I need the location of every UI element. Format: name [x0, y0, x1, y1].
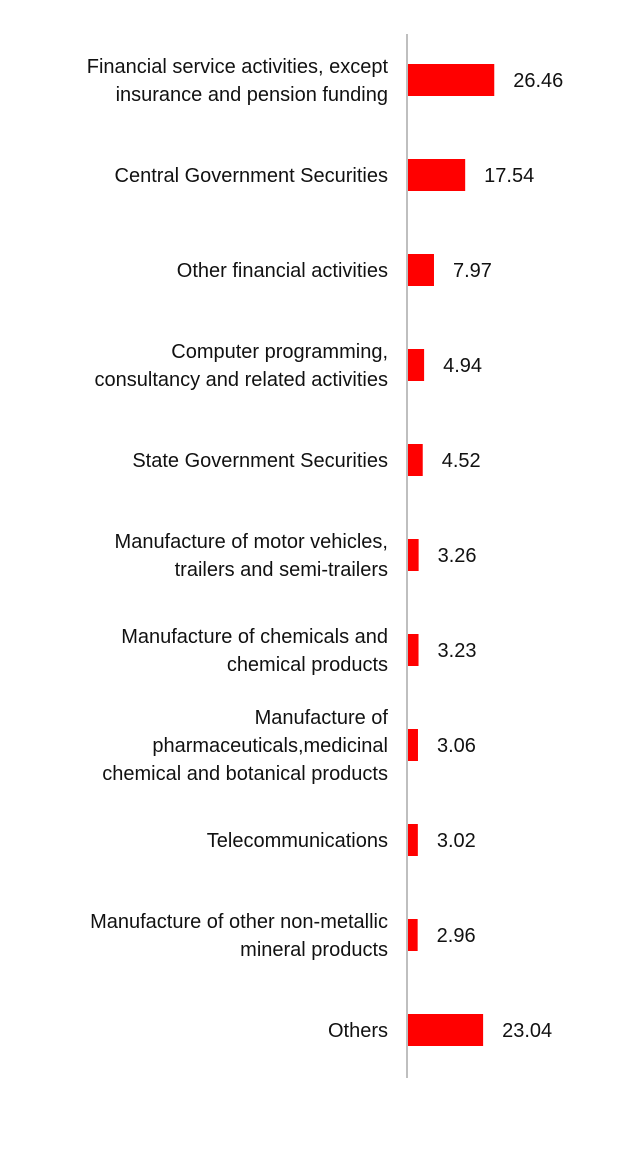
category-label-line: consultancy and related activities — [95, 369, 389, 391]
category-label-7: Manufacture of chemicals and chemical pro… — [121, 626, 388, 676]
bar-4 — [408, 349, 425, 381]
category-labels: Financial service activities, except insu… — [87, 56, 389, 1042]
category-label-line: State Government Securities — [132, 450, 388, 472]
bar-8 — [408, 729, 418, 761]
category-label-line: Manufacture of motor vehicles, — [115, 531, 388, 553]
bar-5 — [408, 444, 423, 476]
category-label-8: Manufacture of pharmaceuticals,medicinal c… — [102, 707, 388, 785]
category-label-line: mineral products — [240, 939, 388, 961]
category-label-line: trailers and semi-trailers — [175, 559, 388, 581]
category-label-line: Telecommunications — [207, 830, 388, 852]
category-label-4: Computer programming, consultancy and rel… — [95, 341, 389, 391]
value-label-6: 3.26 — [438, 545, 477, 567]
category-label-2: Central Government Securities — [115, 165, 388, 187]
category-label-9: Telecommunications — [207, 830, 388, 852]
value-label-11: 23.04 — [502, 1020, 552, 1042]
value-label-2: 17.54 — [484, 165, 534, 187]
category-label-line: Manufacture of chemicals and — [121, 626, 388, 648]
value-label-7: 3.23 — [438, 640, 477, 662]
value-labels: 26.46 17.54 7.97 4.94 4.52 3.26 3.23 3.06 3.02 2.… — [437, 70, 564, 1042]
category-label-1: Financial service activities, except insu… — [87, 56, 389, 106]
category-label-5: State Government Securities — [132, 450, 388, 472]
category-label-line: pharmaceuticals,medicinal — [152, 735, 388, 757]
bars-layer — [408, 64, 495, 1046]
category-label-line: chemical and botanical products — [102, 763, 388, 785]
bar-7 — [408, 634, 419, 666]
value-label-10: 2.96 — [437, 925, 476, 947]
bar-9 — [408, 824, 418, 856]
category-label-line: Financial service activities, except — [87, 56, 389, 78]
category-label-11: Others — [328, 1020, 388, 1042]
bar-1 — [408, 64, 495, 96]
bar-2 — [408, 159, 466, 191]
value-label-5: 4.52 — [442, 450, 481, 472]
category-label-3: Other financial activities — [177, 260, 388, 282]
category-label-line: Manufacture of other non-metallic — [90, 911, 388, 933]
category-label-line: chemical products — [227, 654, 388, 676]
value-label-3: 7.97 — [453, 260, 492, 282]
category-label-10: Manufacture of other non-metallic mineral… — [90, 911, 388, 961]
bar-3 — [408, 254, 434, 286]
category-label-line: Central Government Securities — [115, 165, 388, 187]
bar-6 — [408, 539, 419, 571]
category-label-line: Others — [328, 1020, 388, 1042]
category-label-6: Manufacture of motor vehicles, trailers a… — [115, 531, 388, 581]
bar-11 — [408, 1014, 484, 1046]
value-label-4: 4.94 — [443, 355, 482, 377]
category-label-line: Other financial activities — [177, 260, 388, 282]
value-label-1: 26.46 — [513, 70, 563, 92]
value-label-8: 3.06 — [437, 735, 476, 757]
category-label-line: Computer programming, — [171, 341, 388, 363]
value-label-9: 3.02 — [437, 830, 476, 852]
category-label-line: Manufacture of — [255, 707, 389, 729]
category-label-line: insurance and pension funding — [116, 84, 388, 106]
bar-10 — [408, 919, 418, 951]
